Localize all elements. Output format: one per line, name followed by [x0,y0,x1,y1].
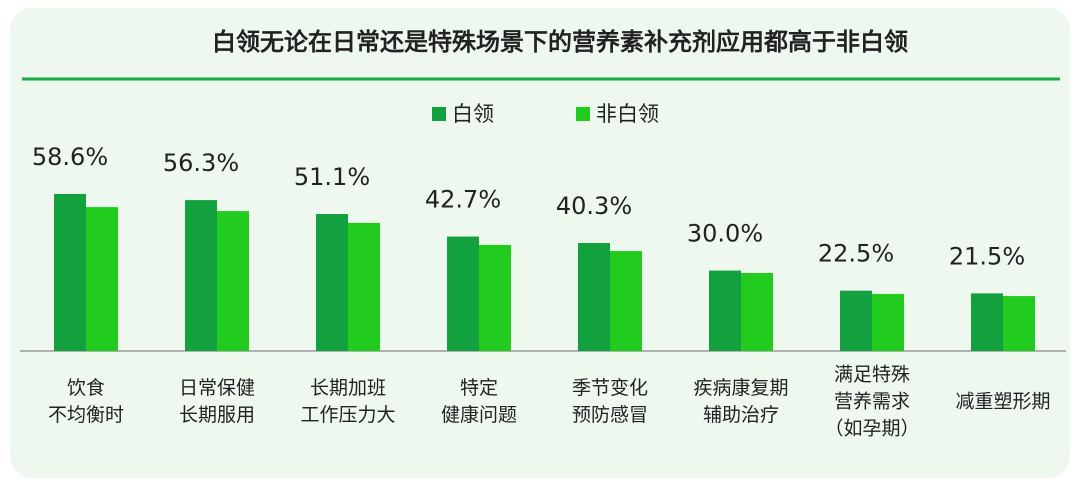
bar [185,200,217,351]
bar [1003,296,1035,351]
bar [610,251,642,351]
bar [447,236,479,351]
x-tick-label: 疾病康复期 [693,377,788,399]
value-label: 51.1% [294,163,370,191]
value-label: 56.3% [163,149,239,177]
bar [840,290,872,351]
x-tick-label: （如孕期） [824,418,919,440]
x-tick-label: 长期服用 [179,404,255,426]
bar [217,211,249,351]
bar [86,207,118,351]
x-tick-label: 日常保健 [179,377,255,399]
legend-swatch [432,107,446,121]
x-tick-label: 健康问题 [441,404,517,426]
bar [348,222,380,351]
chart-title: 白领无论在日常还是特殊场景下的营养素补充剂应用都高于非白领 [212,28,908,56]
x-tick-label: 减重塑形期 [955,391,1050,413]
bar [479,244,511,351]
legend-swatch [576,107,590,121]
x-tick-label: 饮食 [67,377,105,399]
x-tick-label: 特定 [460,377,498,399]
legend-label: 白领 [452,102,494,126]
bar [872,293,904,351]
bar [316,214,348,351]
x-tick-label: 不均衡时 [48,404,124,426]
value-label: 21.5% [949,242,1025,270]
bar [709,270,741,351]
x-tick-label: 长期加班 [310,377,386,399]
value-label: 58.6% [32,143,108,171]
x-tick-label: 季节变化 [572,377,648,399]
bar [741,273,773,351]
x-tick-label: 辅助治疗 [703,404,779,426]
bar [54,193,86,351]
legend-label: 非白领 [596,102,659,126]
value-label: 22.5% [818,240,894,268]
bar [971,293,1003,351]
x-tick-label: 预防感冒 [572,404,648,426]
value-label: 30.0% [687,220,763,248]
value-label: 42.7% [425,186,501,214]
x-tick-label: 满足特殊 [834,364,910,386]
value-label: 40.3% [556,192,632,220]
bar [578,242,610,351]
x-tick-label: 工作压力大 [300,404,395,426]
x-tick-label: 营养需求 [834,391,910,413]
card [10,8,1070,478]
